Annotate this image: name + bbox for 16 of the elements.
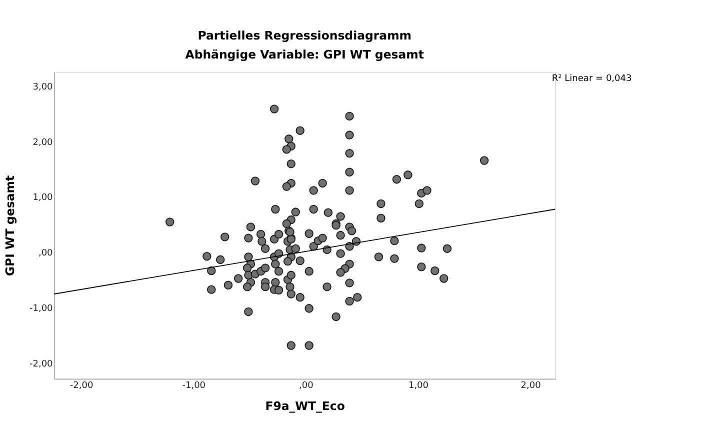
y-axis-title: GPI WT gesamt — [3, 175, 18, 276]
y-tick-label: 3,00 — [32, 82, 54, 92]
x-tick-label: -1,00 — [182, 381, 206, 392]
x-tick-label: 2,00 — [520, 381, 542, 392]
y-tick-label: 2,00 — [32, 138, 54, 148]
y-tick-label: -2,00 — [29, 359, 54, 370]
annotation: R² Linear = 0,043 — [552, 74, 632, 84]
x-axis-title: F9a_WT_Eco — [265, 398, 345, 413]
y-tick-label: -1,00 — [29, 304, 54, 314]
y-tick-label: 1,00 — [32, 193, 54, 204]
x-tick-label: 1,00 — [408, 381, 429, 392]
x-tick-label: ,00 — [299, 381, 314, 392]
y-tick-label: ,00 — [38, 248, 54, 259]
chart-subtitle: Abhängige Variable: GPI WT gesamt — [185, 47, 424, 62]
x-tick-label: -2,00 — [70, 381, 94, 392]
chart-title: Partielles Regressionsdiagramm — [198, 28, 412, 42]
